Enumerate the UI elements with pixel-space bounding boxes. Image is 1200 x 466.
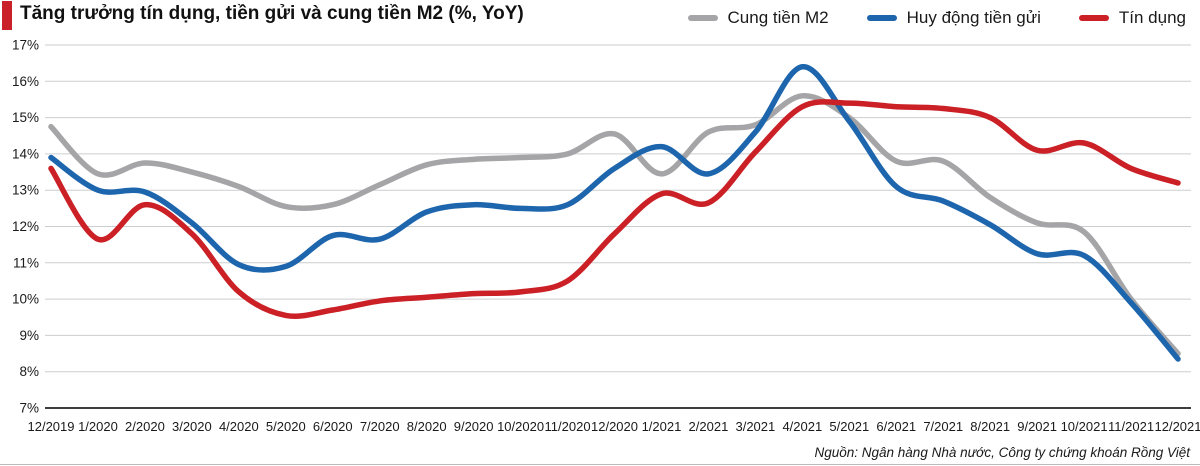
x-tick-label: 4/2021 bbox=[782, 419, 822, 434]
y-tick-label: 11% bbox=[13, 255, 39, 270]
x-tick-label: 11/2021 bbox=[1108, 419, 1154, 434]
x-tick-label: 10/2021 bbox=[1061, 419, 1108, 434]
y-tick-label: 15% bbox=[12, 110, 39, 125]
chart-header: Tăng trưởng tín dụng, tiền gửi và cung t… bbox=[0, 0, 1200, 34]
x-tick-label: 3/2021 bbox=[735, 419, 775, 434]
x-tick-label: 10/2020 bbox=[497, 419, 544, 434]
x-tick-label: 12/2019 bbox=[28, 419, 75, 434]
x-tick-label: 2/2021 bbox=[689, 419, 729, 434]
x-tick-label: 12/2020 bbox=[591, 419, 638, 434]
y-tick-label: 17% bbox=[12, 38, 39, 53]
y-tick-label: 14% bbox=[12, 146, 39, 161]
x-tick-label: 9/2020 bbox=[454, 419, 494, 434]
x-tick-label: 6/2020 bbox=[313, 419, 353, 434]
legend-swatch-red bbox=[1078, 15, 1109, 21]
y-tick-label: 9% bbox=[19, 328, 39, 343]
y-tick-label: 8% bbox=[19, 364, 39, 379]
legend-item-tin-dung: Tín dụng bbox=[1078, 8, 1186, 28]
legend-label: Tín dụng bbox=[1118, 8, 1186, 27]
x-tick-label: 11/2020 bbox=[545, 419, 591, 434]
legend-swatch-gray bbox=[687, 15, 718, 21]
bottom-divider bbox=[0, 464, 1200, 465]
x-tick-label: 7/2020 bbox=[360, 419, 400, 434]
x-tick-label: 7/2021 bbox=[923, 419, 963, 434]
y-tick-label: 12% bbox=[12, 219, 39, 234]
chart-title: Tăng trưởng tín dụng, tiền gửi và cung t… bbox=[20, 3, 524, 24]
legend: Cung tiền M2 Huy động tiền gửi Tín dụng bbox=[687, 0, 1200, 28]
x-tick-label: 8/2020 bbox=[407, 419, 447, 434]
y-tick-label: 10% bbox=[12, 292, 39, 307]
x-tick-label: 8/2021 bbox=[970, 419, 1010, 434]
legend-item-huy-dong-tien-gui: Huy động tiền gửi bbox=[866, 8, 1041, 28]
x-tick-label: 2/2020 bbox=[125, 419, 165, 434]
y-tick-label: 7% bbox=[19, 401, 39, 416]
x-tick-label: 1/2021 bbox=[642, 419, 682, 434]
x-tick-label: 6/2021 bbox=[876, 419, 916, 434]
x-tick-label: 1/2020 bbox=[78, 419, 118, 434]
legend-label: Huy động tiền gửi bbox=[906, 8, 1041, 27]
series-line-tín-dụng bbox=[48, 99, 1181, 319]
legend-item-cung-tien-m2: Cung tiền M2 bbox=[687, 8, 829, 28]
y-tick-label: 16% bbox=[12, 74, 39, 89]
title-wrap: Tăng trưởng tín dụng, tiền gửi và cung t… bbox=[0, 0, 524, 30]
x-tick-label: 4/2020 bbox=[219, 419, 259, 434]
source-note: Nguồn: Ngân hàng Nhà nước, Công ty chứng… bbox=[814, 445, 1190, 460]
legend-label: Cung tiền M2 bbox=[727, 8, 829, 27]
series-line-huy-động-tiền-gửi bbox=[48, 64, 1181, 362]
series-line-cung-tiền-m2 bbox=[48, 93, 1181, 357]
x-tick-label: 5/2020 bbox=[266, 419, 306, 434]
x-tick-label: 3/2020 bbox=[172, 419, 212, 434]
x-tick-label: 9/2021 bbox=[1017, 419, 1057, 434]
x-tick-label: 5/2021 bbox=[829, 419, 869, 434]
legend-swatch-blue bbox=[866, 15, 897, 21]
x-tick-label: 12/2021 bbox=[1155, 419, 1200, 434]
y-tick-label: 13% bbox=[12, 183, 39, 198]
title-accent-bar bbox=[2, 1, 12, 30]
